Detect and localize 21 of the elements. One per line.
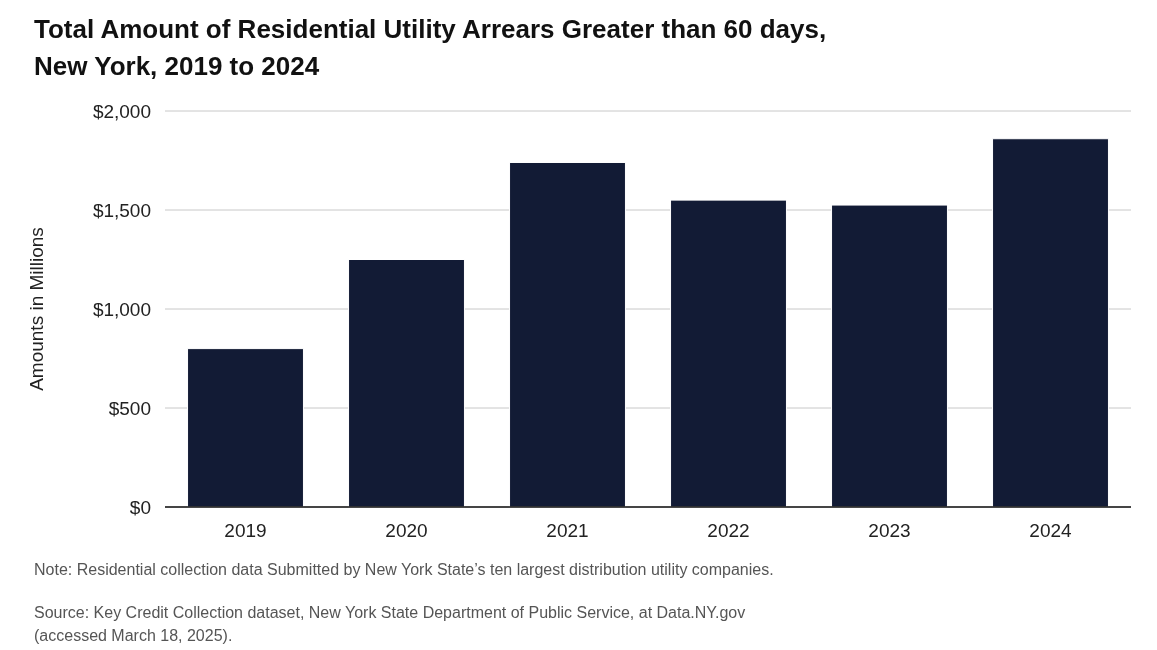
bar xyxy=(831,204,948,508)
x-tick-label: 2020 xyxy=(385,520,428,541)
bar xyxy=(348,259,465,508)
x-tick-label: 2022 xyxy=(707,520,750,541)
x-tick-label: 2019 xyxy=(224,520,267,541)
bar xyxy=(670,199,787,508)
y-tick-label: $1,500 xyxy=(92,199,151,221)
bar xyxy=(187,348,304,508)
y-tick-label: $2,000 xyxy=(92,100,151,122)
bar xyxy=(992,138,1109,508)
source-note: Source: Key Credit Collection dataset, New York State Department of Public Service, at Data.NY.gov (accessed March 18, 2025). xyxy=(34,604,746,644)
x-tick-label: 2023 xyxy=(868,520,911,541)
x-tick-label: 2024 xyxy=(1029,520,1073,541)
x-tick-label: 2021 xyxy=(546,520,589,541)
y-axis-title: Amounts in Millions xyxy=(26,227,47,391)
chart-title: Total Amount of Residential Utility Arrears Greater than 60 days, New York, 2019 to 2024 xyxy=(34,14,827,81)
y-tick-label: $1,000 xyxy=(92,298,151,320)
y-tick-label: $0 xyxy=(129,496,151,518)
text: Note: Residential collection data Submitted by New York State’s ten largest distribution utility companies. xyxy=(34,561,774,578)
y-tick-label: $500 xyxy=(108,397,151,419)
bar xyxy=(509,161,626,508)
